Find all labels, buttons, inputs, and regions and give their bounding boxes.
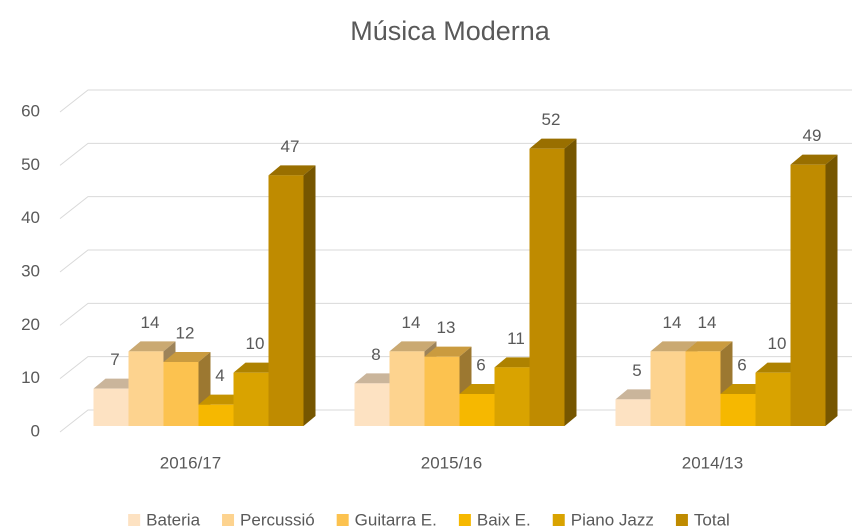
value-label: 7 <box>110 350 119 369</box>
legend-swatch <box>222 514 235 526</box>
value-label: 6 <box>737 355 746 374</box>
bar-side <box>825 154 838 426</box>
chart-title: Música Moderna <box>350 16 551 46</box>
legend-label: Baix E. <box>477 510 531 529</box>
legend-swatch <box>458 514 471 526</box>
y-tick-label: 40 <box>21 208 40 227</box>
bar <box>529 148 565 426</box>
value-label: 10 <box>768 334 787 353</box>
legend-label: Bateria <box>146 510 200 529</box>
bar-side <box>564 138 577 426</box>
bar-top <box>163 352 211 362</box>
legend-label: Guitarra E. <box>355 510 437 529</box>
bar <box>268 175 304 426</box>
y-tick-label: 30 <box>21 261 40 280</box>
value-label: 8 <box>371 345 380 364</box>
value-label: 6 <box>476 355 485 374</box>
bar-top <box>529 138 577 149</box>
bar <box>163 362 199 426</box>
y-tick-label: 10 <box>21 368 40 387</box>
value-label: 13 <box>437 318 456 337</box>
bar-top <box>389 341 437 352</box>
grid-line <box>59 196 852 220</box>
bar <box>720 394 756 426</box>
bar-top <box>790 154 838 165</box>
bar <box>685 351 721 426</box>
bar <box>354 383 390 426</box>
bar <box>459 394 495 426</box>
legend-label: Percussió <box>240 510 315 529</box>
grid-line <box>59 302 852 326</box>
legend-label: Piano Jazz <box>571 510 654 529</box>
grid-line <box>59 409 852 433</box>
legend-swatch <box>675 514 688 526</box>
bar <box>93 388 129 426</box>
bar-top <box>685 341 733 352</box>
bar-top <box>128 341 176 352</box>
grid-line <box>59 249 852 273</box>
grid-line <box>59 142 852 166</box>
y-tick-label: 20 <box>21 315 40 334</box>
value-label: 5 <box>632 361 641 380</box>
y-tick-label: 0 <box>31 421 40 440</box>
bar-top <box>650 341 698 352</box>
grid-line <box>59 89 852 113</box>
value-label: 12 <box>176 323 195 342</box>
x-tick-label: 2015/16 <box>421 453 482 472</box>
value-label: 14 <box>141 313 160 332</box>
bar-top <box>424 346 472 357</box>
value-label: 4 <box>215 366 224 385</box>
bar <box>755 372 791 426</box>
x-tick-label: 2016/17 <box>160 453 221 472</box>
legend-swatch <box>128 514 141 526</box>
value-label: 47 <box>281 137 300 156</box>
y-tick-label: 50 <box>21 155 40 174</box>
value-label: 10 <box>246 334 265 353</box>
bar <box>650 351 686 426</box>
bar-top <box>268 165 316 176</box>
bar <box>198 404 234 426</box>
y-tick-label: 60 <box>21 101 40 120</box>
value-label: 14 <box>698 313 717 332</box>
legend-swatch <box>336 514 349 526</box>
value-label: 52 <box>542 110 561 129</box>
bar <box>389 351 425 426</box>
value-label: 11 <box>507 329 525 348</box>
legend-swatch <box>552 514 565 526</box>
legend-label: Total <box>694 510 730 529</box>
bar <box>790 164 826 426</box>
value-label: 14 <box>663 313 682 332</box>
value-label: 49 <box>803 126 822 145</box>
bar <box>128 351 164 426</box>
bar <box>233 372 269 426</box>
grid-line <box>59 356 852 380</box>
bar <box>424 356 460 426</box>
bar <box>615 399 651 426</box>
bar-side <box>303 165 316 427</box>
bar <box>494 367 530 426</box>
x-tick-label: 2014/13 <box>682 453 743 472</box>
value-label: 14 <box>402 313 421 332</box>
